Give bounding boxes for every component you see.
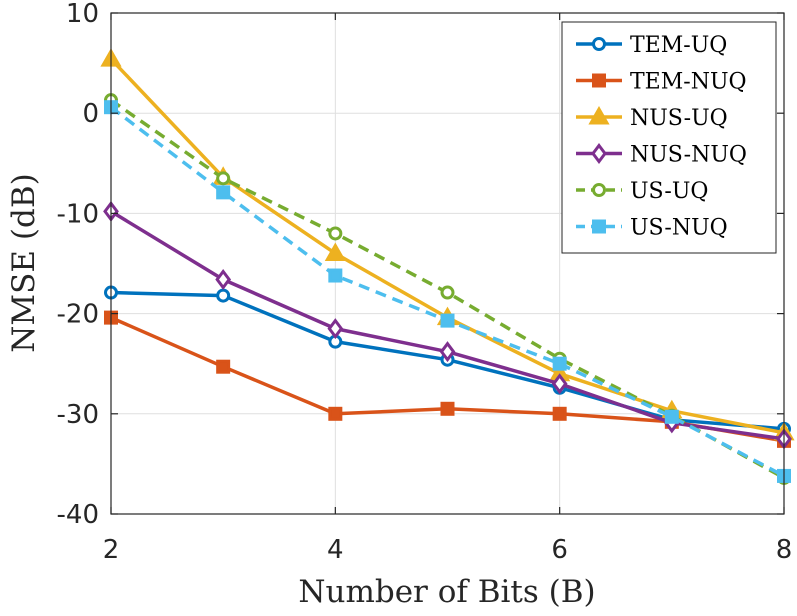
data-point bbox=[216, 288, 231, 303]
legend-label: NUS-NUQ bbox=[630, 143, 747, 168]
y-tick-label: -10 bbox=[57, 199, 99, 229]
legend-label: US-NUQ bbox=[630, 216, 728, 241]
data-point bbox=[216, 185, 231, 200]
y-tick-label: 10 bbox=[66, 0, 99, 29]
data-point bbox=[216, 171, 231, 186]
legend-item: US-NUQ bbox=[576, 216, 728, 241]
y-tick-label: -20 bbox=[57, 300, 99, 330]
data-point bbox=[216, 359, 231, 374]
data-point bbox=[552, 406, 567, 421]
data-point bbox=[327, 318, 344, 340]
data-point bbox=[440, 285, 455, 300]
data-point bbox=[215, 269, 232, 291]
legend-label: TEM-NUQ bbox=[630, 70, 747, 95]
legend-item: TEM-UQ bbox=[576, 33, 727, 58]
legend-marker bbox=[592, 73, 606, 88]
x-tick-label: 6 bbox=[551, 535, 568, 565]
data-point bbox=[328, 406, 343, 421]
x-tick-label: 2 bbox=[103, 535, 120, 565]
legend-marker bbox=[592, 37, 606, 51]
data-point bbox=[324, 242, 346, 261]
legend-label: US-UQ bbox=[630, 179, 708, 204]
data-point bbox=[440, 313, 455, 328]
data-point bbox=[664, 409, 679, 424]
legend-marker bbox=[592, 183, 606, 197]
data-point bbox=[552, 356, 567, 371]
legend-item: NUS-UQ bbox=[576, 105, 728, 131]
data-point bbox=[328, 268, 343, 283]
x-tick-label: 8 bbox=[776, 535, 793, 565]
data-point bbox=[551, 373, 568, 395]
plot-frame bbox=[110, 12, 785, 515]
legend-marker bbox=[591, 143, 607, 164]
legend-item: NUS-NUQ bbox=[576, 143, 747, 168]
legend-item: US-UQ bbox=[576, 179, 708, 204]
x-axis-label: Number of Bits (B) bbox=[298, 574, 595, 610]
y-tick-label: -30 bbox=[57, 400, 99, 430]
legend: TEM-UQ TEM-NUQ NUS-UQ NUS-NUQ US-UQ US-NUQ bbox=[561, 21, 777, 254]
legend-item: TEM-NUQ bbox=[576, 70, 747, 95]
legend-label: TEM-UQ bbox=[630, 33, 727, 58]
legend-marker bbox=[592, 219, 606, 234]
data-point bbox=[440, 401, 455, 416]
legend-marker bbox=[588, 105, 610, 125]
legend-box bbox=[561, 21, 777, 254]
y-axis-label: NMSE (dB) bbox=[6, 173, 42, 352]
y-tick-label: 0 bbox=[82, 99, 99, 129]
x-tick-label: 4 bbox=[327, 535, 344, 565]
axis-ticks: 2 4 6 8 10 0 -10 -20 -30 -40 bbox=[57, 0, 793, 565]
legend-label: NUS-UQ bbox=[630, 106, 728, 131]
data-point bbox=[439, 341, 456, 363]
data-point bbox=[328, 226, 343, 241]
y-tick-label: -40 bbox=[57, 500, 99, 530]
